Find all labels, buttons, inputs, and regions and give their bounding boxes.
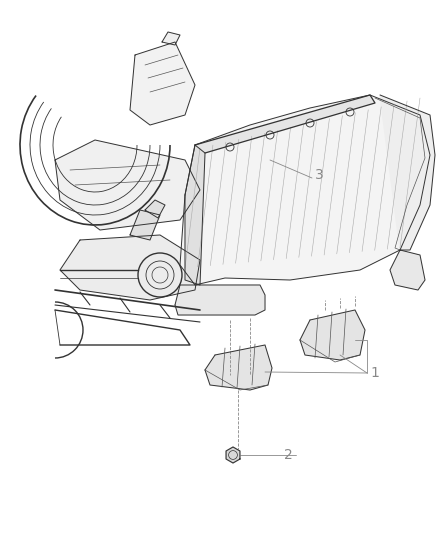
Text: 1: 1: [370, 366, 379, 380]
Polygon shape: [130, 210, 160, 240]
Polygon shape: [145, 200, 165, 218]
Text: 3: 3: [315, 168, 324, 182]
Polygon shape: [380, 95, 435, 250]
Polygon shape: [162, 32, 180, 45]
Polygon shape: [226, 447, 240, 463]
Text: 2: 2: [284, 448, 293, 462]
Polygon shape: [55, 140, 200, 230]
Polygon shape: [185, 145, 205, 285]
Polygon shape: [195, 95, 375, 153]
Polygon shape: [60, 235, 200, 300]
Polygon shape: [175, 285, 265, 315]
Polygon shape: [390, 250, 425, 290]
Polygon shape: [180, 95, 430, 285]
Polygon shape: [205, 345, 272, 390]
Polygon shape: [300, 310, 365, 360]
Polygon shape: [130, 42, 195, 125]
